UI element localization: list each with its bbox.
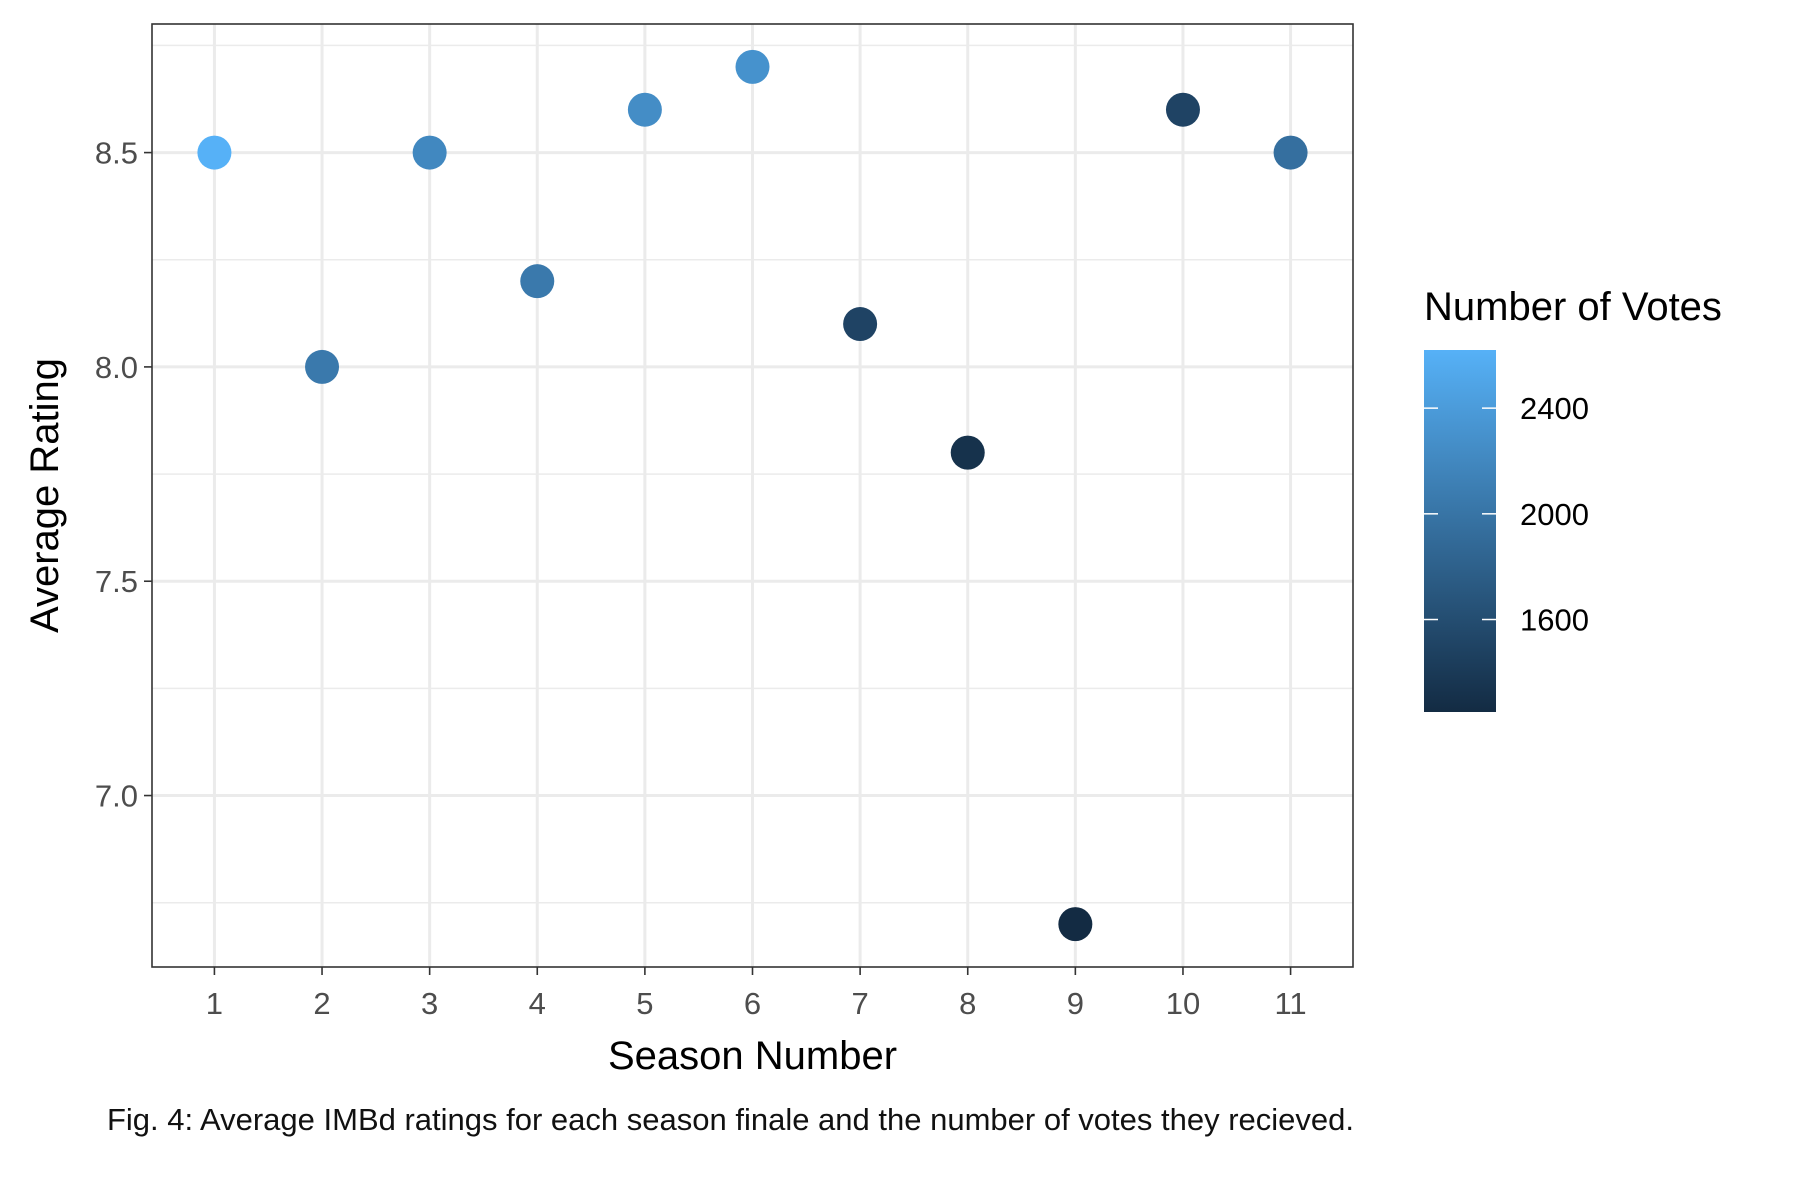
x-tick-label: 8 xyxy=(959,986,976,1021)
y-tick-label: 7.5 xyxy=(95,564,138,599)
color-legend: Number of Votes 1600 2000 2400 xyxy=(1424,285,1722,712)
data-point xyxy=(520,264,555,299)
legend-colorbar xyxy=(1424,350,1496,712)
x-tick-label: 11 xyxy=(1274,986,1306,1021)
data-point xyxy=(1058,907,1093,942)
legend-tick-label: 1600 xyxy=(1520,603,1589,638)
y-axis-label: Average Rating xyxy=(23,358,67,633)
legend-tick-label: 2000 xyxy=(1520,497,1589,532)
data-point xyxy=(412,135,447,170)
x-axis-label: Season Number xyxy=(608,1034,897,1078)
x-tick-label: 5 xyxy=(636,986,653,1021)
legend-tick-label: 2400 xyxy=(1520,391,1589,426)
data-point xyxy=(1273,135,1308,170)
x-tick-label: 6 xyxy=(744,986,761,1021)
data-point xyxy=(627,92,662,127)
data-point xyxy=(1165,92,1200,127)
x-tick-label: 7 xyxy=(851,986,868,1021)
x-tick-label: 9 xyxy=(1067,986,1084,1021)
legend-title: Number of Votes xyxy=(1424,285,1722,329)
y-tick-label: 7.0 xyxy=(95,779,138,814)
data-point xyxy=(843,307,878,342)
data-point xyxy=(950,435,985,470)
data-point xyxy=(735,49,770,84)
y-tick-label: 8.5 xyxy=(95,136,138,171)
figure-caption: Fig. 4: Average IMBd ratings for each se… xyxy=(106,1102,1354,1137)
x-tick-label: 10 xyxy=(1166,986,1200,1021)
x-tick-label: 3 xyxy=(421,986,438,1021)
x-tick-label: 2 xyxy=(313,986,330,1021)
data-point xyxy=(197,135,232,170)
data-point xyxy=(305,349,340,384)
y-tick-label: 8.0 xyxy=(95,350,138,385)
x-tick-label: 1 xyxy=(206,986,223,1021)
x-tick-label: 4 xyxy=(529,986,546,1021)
